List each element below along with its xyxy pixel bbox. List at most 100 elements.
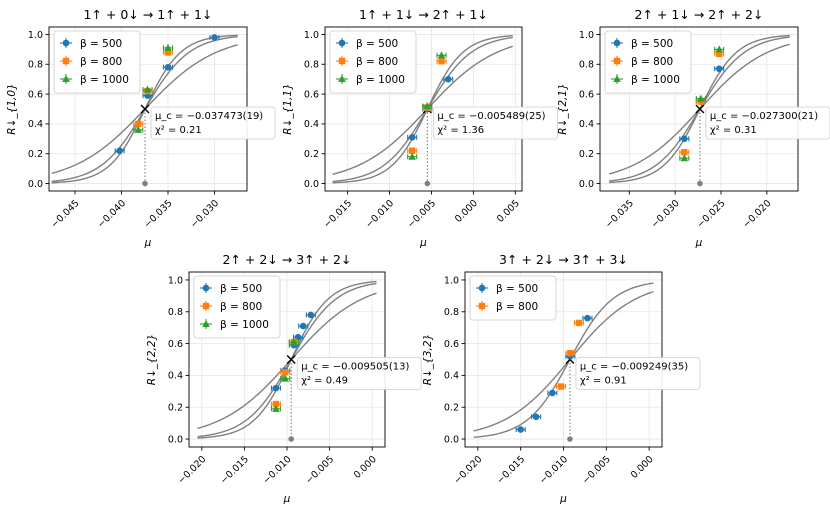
legend-marker-1 [338,57,346,65]
y-tick-label-4: 0.8 [444,307,459,318]
y-tick-label-4: 0.8 [28,60,43,71]
fit-annotation: μ_c = −0.037473(19) χ² = 0.21 [150,106,276,140]
y-tick-label-1: 0.2 [579,149,594,160]
data-point-s0-2 [549,389,556,397]
data-point-s2-2 [164,43,172,51]
y-tick-label-1: 0.2 [444,403,459,414]
x-axis-label: μ [695,237,703,249]
legend-marker-1 [478,302,486,310]
data-point-s0-1 [532,413,540,421]
annotation-box [296,357,422,390]
data-point-s1-2 [438,58,445,65]
data-point-s2-1 [697,94,705,102]
legend: β = 500 β = 800 β = 1000 [53,30,141,94]
legend-label-0: β = 500 [356,38,398,50]
legend: β = 500 β = 800 β = 1000 [193,275,281,339]
critical-base-dot [142,180,148,187]
x-tick-label-4: 0.000 [629,454,656,481]
legend-box [329,30,417,94]
y-tick-label-0: 0.0 [28,179,43,190]
y-tick-label-2: 0.4 [28,119,43,130]
legend: β = 500 β = 800 β = 1000 [329,30,417,94]
critical-point-x [286,355,296,364]
y-tick-label-3: 0.6 [444,339,459,350]
data-point-s1-1 [282,369,289,376]
fit-annotation: μ_c = −0.009249(35) χ² = 0.91 [575,357,701,390]
x-tick-label-3: −0.005 [304,454,337,487]
x-tick-label-0: −0.020 [452,454,485,487]
x-tick-label-3: −0.005 [580,454,613,487]
x-axis-label: μ [144,237,152,249]
chart-panel-2: 0.0 0.2 0.4 0.6 0.8 1.0 −0.015 −0.010 −0.005 0.00… [282,7,558,249]
chart-title: 2↑ + 2↓ → 3↑ + 2↓ [223,252,352,267]
data-point-s0-4 [584,314,591,322]
y-tick-label-5: 1.0 [444,275,459,286]
x-tick-label-1: −0.030 [649,198,682,231]
y-tick-label-0: 0.0 [168,434,183,445]
legend-label-0: β = 500 [496,283,538,295]
legend-marker-1 [202,302,210,310]
data-point-s0-2 [444,75,452,83]
legend: β = 500 β = 800 [469,275,557,321]
data-point-s2-2 [715,45,723,53]
y-axis-label: R↓_{2,2} [146,334,158,385]
annotation-box [150,106,276,140]
y-axis-label: R↓_{1,1} [282,83,294,134]
data-point-s0-0 [272,384,280,392]
data-point-s0-0 [517,426,524,433]
legend-label-0: β = 500 [631,38,673,50]
x-tick-label-3: −0.020 [741,198,774,231]
chi-squared-text: χ² = 0.91 [580,376,627,387]
y-tick-label-2: 0.4 [304,119,319,130]
legend-box [469,275,557,321]
y-tick-label-0: 0.0 [304,179,319,190]
legend-label-2: β = 1000 [631,74,680,86]
legend-marker-0 [338,39,346,47]
chi-squared-text: χ² = 0.21 [155,125,202,136]
legend-label-1: β = 800 [496,301,538,313]
data-point-s1-2 [164,49,172,56]
data-point-s1-0 [135,120,142,128]
x-tick-label-0: −0.020 [176,454,209,487]
chart-panel-3: 0.0 0.2 0.4 0.6 0.8 1.0 −0.035 −0.030 −0.025 −0.0… [557,7,830,249]
legend-label-1: β = 800 [80,56,122,68]
data-point-s2-0 [680,154,689,162]
legend-marker-0 [613,39,621,47]
x-tick-label-1: −0.040 [96,198,129,231]
data-point-s0-0 [116,147,123,155]
chart-title: 1↑ + 1↓ → 2↑ + 1↓ [359,7,488,22]
y-tick-label-2: 0.4 [579,119,594,130]
x-tick-label-0: −0.045 [49,198,82,231]
x-tick-label-0: −0.035 [603,198,636,231]
y-tick-label-2: 0.4 [444,371,459,382]
x-tick-label-0: −0.015 [322,198,355,231]
legend-marker-2 [202,320,210,327]
x-tick-label-2: −0.025 [695,198,728,231]
legend-box [53,30,141,94]
x-tick-label-2: −0.005 [405,198,438,231]
chi-squared-text: χ² = 0.49 [301,376,348,387]
chart-panel-5: 0.0 0.2 0.4 0.6 0.8 1.0 −0.020 −0.015 −0.010 −0.0… [422,252,701,505]
x-tick-label-4: 0.005 [495,198,522,225]
x-axis-label: μ [283,493,291,505]
data-point-s1-0 [681,149,688,156]
data-point-s0-2 [164,63,172,71]
x-tick-label-1: −0.015 [495,454,528,487]
fit-curve-1 [473,282,654,438]
y-axis-label: R↓_{1,0} [6,83,18,134]
legend-marker-1 [62,57,70,65]
legend-box [604,30,692,94]
chart-title: 1↑ + 0↓ → 1↑ + 1↓ [84,7,213,22]
data-point-s2-0 [272,404,280,412]
chi-squared-text: χ² = 0.31 [710,125,757,136]
fit-curve-0 [332,45,513,175]
legend-label-2: β = 1000 [80,74,129,86]
data-point-s2-2 [290,338,298,345]
legend-label-0: β = 500 [80,38,122,50]
y-tick-label-4: 0.8 [579,60,594,71]
x-tick-label-2: −0.010 [261,454,294,487]
legend-marker-2 [62,75,70,82]
data-point-s1-0 [557,383,565,390]
chi-squared-text: χ² = 1.36 [437,125,484,136]
y-axis-label: R↓_{3,2} [422,334,434,385]
